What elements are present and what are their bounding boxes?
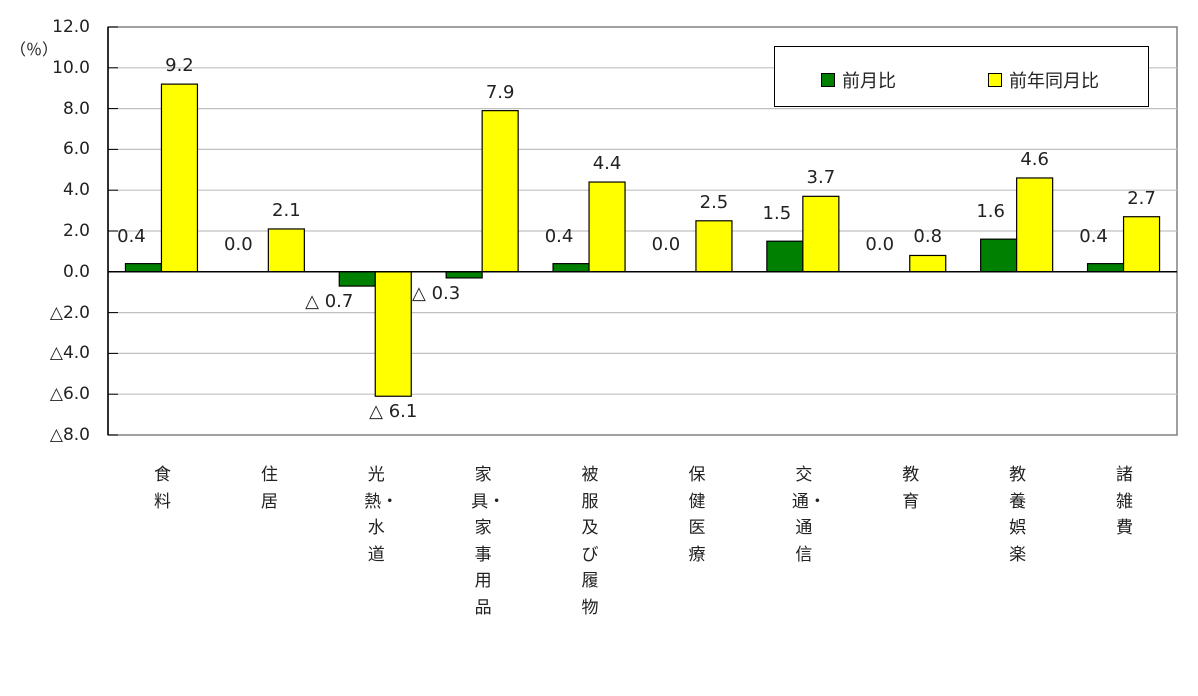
legend: 前月比 前年同月比 [774,46,1149,107]
data-label: 0.4 [117,225,146,247]
category-label: 諸雑費 [1116,465,1134,538]
data-label: 4.6 [1020,148,1049,170]
category-label: 食料 [153,465,171,512]
data-label: △ 6.1 [369,401,418,423]
data-label: 0.4 [1079,225,1108,247]
category-label: 住居 [260,465,278,512]
category-label: 教養娯楽 [1009,465,1027,565]
y-tick-label: △4.0 [49,343,90,364]
legend-label: 前年同月比 [1009,71,1099,92]
y-axis-unit-label: （％） [10,40,59,59]
y-tick-label: 6.0 [62,139,90,160]
data-label: 0.0 [651,233,681,255]
category-label: 家具・家事用品 [471,465,506,618]
data-label: 2.1 [272,199,301,221]
legend-item-mom: 前月比 [821,67,896,93]
category-label: 保健医療 [688,465,706,565]
legend-label: 前月比 [842,71,896,92]
category-label: 交通・通信 [791,465,826,565]
legend-swatch-yellow [988,73,1002,87]
y-tick-label: 4.0 [62,180,90,201]
y-tick-label: △2.0 [49,302,90,323]
y-tick-label: 2.0 [62,221,90,241]
legend-swatch-green [821,73,835,87]
data-label: 0.4 [544,225,574,247]
data-label: 0.0 [865,233,895,255]
data-label: 0.8 [913,226,943,248]
data-label: △ 0.7 [305,291,354,313]
data-label: 1.5 [762,203,792,225]
data-label: 2.5 [699,191,729,213]
y-tick-label: 0.0 [62,261,90,282]
data-label: 1.6 [976,201,1005,223]
y-tick-label: 8.0 [62,98,90,119]
y-tick-label: 10.0 [52,57,90,78]
category-label: 光熱・水道 [364,465,399,565]
data-label: 9.2 [165,55,194,77]
y-tick-label: 12.0 [52,17,90,37]
y-tick-label: △8.0 [49,425,90,445]
data-label: 7.9 [485,81,515,103]
data-label: 4.4 [592,153,622,175]
legend-item-yoy: 前年同月比 [988,67,1099,93]
y-tick-label: △6.0 [49,384,90,405]
category-label: 被服及び履物 [581,465,599,618]
data-label: 3.7 [806,167,836,189]
data-label: △ 0.3 [412,282,461,304]
category-label: 教育 [902,465,920,512]
data-label: 2.7 [1127,187,1156,209]
data-label: 0.0 [224,233,253,255]
